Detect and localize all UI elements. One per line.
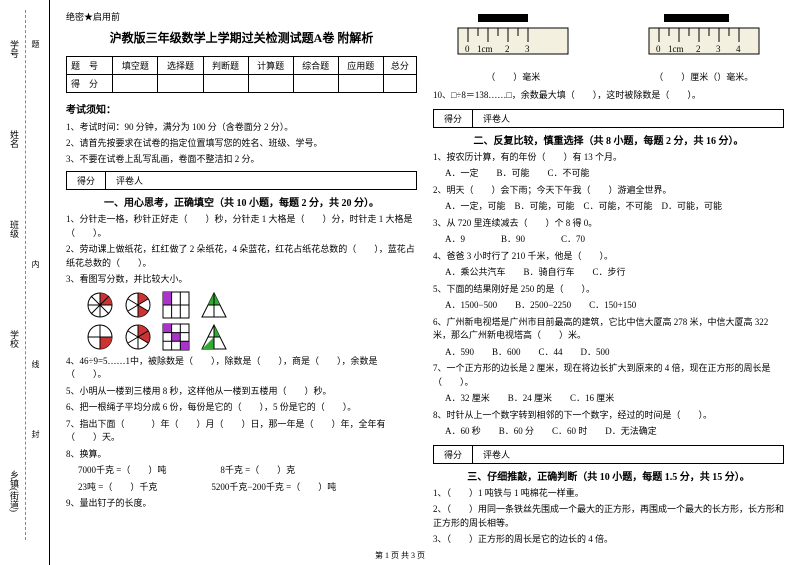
- notice-line: 2、请首先按要求在试卷的指定位置填写您的姓名、班级、学号。: [66, 136, 417, 149]
- question: 8、换算。: [66, 448, 417, 462]
- pie-icon: [124, 323, 152, 351]
- gutter-label: 姓名: [8, 130, 21, 148]
- section-1-title: 一、用心思考，正确填空（共 10 小题，每题 2 分，共 20 分）。: [66, 194, 417, 209]
- secrecy-note: 绝密★启用前: [66, 10, 417, 23]
- gutter-label: 学校: [8, 330, 21, 348]
- options: A．590 B．600 C．44 D．500: [433, 346, 784, 360]
- question: 6、广州新电视塔是广州市目前最高的建筑，它比中信大厦高 278 米，中信大厦高 …: [433, 316, 784, 343]
- options: A．一定 B．可能 C．不可能: [433, 167, 784, 181]
- question: 5、小明从一楼到三楼用 8 秒，这样他从一楼到五楼用（ ）秒。: [66, 385, 417, 399]
- page-footer: 第 1 页 共 3 页: [0, 550, 800, 561]
- question: 2、（ ）用同一条铁丝先围成一个最大的正方形，再围成一个最大的长方形，长方形和正…: [433, 503, 784, 530]
- ruler-caption: （ ）厘米（）毫米。: [644, 70, 764, 83]
- score-table: 题 号 填空题 选择题 判断题 计算题 综合题 应用题 总分 得 分: [66, 56, 417, 93]
- pie-icon: [86, 323, 114, 351]
- options: A．32 厘米 B．24 厘米 C．16 厘米: [433, 392, 784, 406]
- options: A．1500−500 B．2500−2250 C．150+150: [433, 299, 784, 313]
- triangle-icon: [200, 323, 228, 351]
- question: 4、爸爸 3 小时行了 210 千米，他是（ ）。: [433, 250, 784, 264]
- ruler-icon: 0 1cm 2 3: [453, 10, 573, 65]
- grid-icon: [162, 323, 190, 351]
- question: 10、□÷8＝138……□，余数最大填（ ），这时被除数是（ ）。: [433, 89, 784, 103]
- options: A．9 B．90 C．70: [433, 233, 784, 247]
- svg-text:3: 3: [525, 44, 530, 54]
- question: 6、把一根绳子平均分成 6 份，每份是它的（ ），5 份是它的（ ）。: [66, 401, 417, 415]
- svg-text:0: 0: [465, 44, 470, 54]
- ruler-icon: 0 1cm 2 3 4: [644, 10, 764, 65]
- pie-icon: [124, 291, 152, 319]
- ruler-caption: （ ）毫米: [453, 70, 573, 83]
- gutter-label: 学号: [8, 40, 21, 58]
- table-row: 题 号 填空题 选择题 判断题 计算题 综合题 应用题 总分: [67, 57, 417, 75]
- question: 1、按农历计算，有的年份（ ）有 13 个月。: [433, 151, 784, 165]
- question: 3、从 720 里连续减去（ ）个 8 得 0。: [433, 217, 784, 231]
- question-sub: 7000千克 =（ ）吨 8千克 =（ ）克: [66, 464, 417, 478]
- exam-title: 沪教版三年级数学上学期过关检测试题A卷 附解析: [66, 29, 417, 46]
- pie-icon: [86, 291, 114, 319]
- cut-label: 封: [30, 430, 41, 438]
- options: A．乘公共汽车 B．骑自行车 C．步行: [433, 266, 784, 280]
- svg-text:2: 2: [696, 44, 701, 54]
- svg-text:2: 2: [505, 44, 510, 54]
- grade-box: 得分 评卷人: [433, 109, 784, 128]
- grid-icon: [162, 291, 190, 319]
- svg-text:1cm: 1cm: [668, 44, 684, 54]
- grade-box: 得分 评卷人: [66, 171, 417, 190]
- question: 3、看图写分数，并比较大小。: [66, 273, 417, 287]
- grade-reviewer: 评卷人: [472, 109, 784, 128]
- question: 7、一个正方形的边长是 2 厘米，现在将边长扩大到原来的 4 倍，现在正方形的周…: [433, 362, 784, 389]
- question: 2、劳动课上做纸花，红红做了 2 朵纸花，4 朵蓝花，红花占纸花总数的（ ），蓝…: [66, 243, 417, 270]
- svg-text:1cm: 1cm: [477, 44, 493, 54]
- gutter-label: 班级: [8, 220, 21, 238]
- question-sub: 23吨 =（ ）千克 5200千克−200千克 =（ ）吨: [66, 481, 417, 495]
- page: 学号 姓名 班级 学校 乡镇(街道) 题 内 线 封 绝密★启用前 沪教版三年级…: [0, 0, 800, 565]
- question: 5、下面的结果刚好是 250 的是（ ）。: [433, 283, 784, 297]
- notice-line: 3、不要在试卷上乱写乱画，卷面不整洁扣 2 分。: [66, 152, 417, 165]
- grade-score: 得分: [66, 171, 105, 190]
- question: 4、46÷9=5……1中，被除数是（ ），除数是（ ），商是（ ），余数是（ ）…: [66, 355, 417, 382]
- question: 1、（ ）1 吨铁与 1 吨棉花一样重。: [433, 487, 784, 501]
- options: A．60 秒 B．60 分 C．60 时 D．无法确定: [433, 425, 784, 439]
- table-row: 得 分: [67, 75, 417, 93]
- grade-box: 得分 评卷人: [433, 445, 784, 464]
- svg-text:3: 3: [716, 44, 721, 54]
- question: 1、分针走一格，秒针正好走（ ）秒，分针走 1 大格是（ ）分，时针走 1 大格…: [66, 213, 417, 240]
- cut-line: [25, 10, 26, 540]
- grade-reviewer: 评卷人: [472, 445, 784, 464]
- cut-label: 线: [30, 360, 41, 368]
- cut-label: 内: [30, 260, 41, 268]
- question: 9、量出钉子的长度。: [66, 497, 417, 511]
- notice-head: 考试须知：: [66, 101, 417, 116]
- svg-text:4: 4: [736, 44, 741, 54]
- content-area: 绝密★启用前 沪教版三年级数学上学期过关检测试题A卷 附解析 题 号 填空题 选…: [50, 0, 800, 565]
- question: 8、时针从上一个数字转到相邻的下一个数字，经过的时间是（ ）。: [433, 409, 784, 423]
- svg-text:0: 0: [656, 44, 661, 54]
- options: A．一定，可能 B．可能，可能 C．可能，不可能 D．可能，可能: [433, 200, 784, 214]
- question: 2、明天（ ）会下雨；今天下午我（ ）游遍全世界。: [433, 184, 784, 198]
- left-column: 绝密★启用前 沪教版三年级数学上学期过关检测试题A卷 附解析 题 号 填空题 选…: [58, 10, 425, 565]
- fraction-shapes: [86, 291, 417, 351]
- triangle-icon: [200, 291, 228, 319]
- cut-label: 题: [30, 40, 41, 48]
- grade-score: 得分: [433, 445, 472, 464]
- binding-gutter: 学号 姓名 班级 学校 乡镇(街道) 题 内 线 封: [0, 0, 50, 565]
- question: 7、指出下面（ ）年（ ）月（ ）日，那一年是（ ）年，全年有（ ）天。: [66, 418, 417, 445]
- section-2-title: 二、反复比较，慎重选择（共 8 小题，每题 2 分，共 16 分）。: [433, 132, 784, 147]
- gutter-label: 乡镇(街道): [8, 470, 21, 512]
- section-3-title: 三、仔细推敲，正确判断（共 10 小题，每题 1.5 分，共 15 分）。: [433, 468, 784, 483]
- grade-reviewer: 评卷人: [105, 171, 417, 190]
- grade-score: 得分: [433, 109, 472, 128]
- ruler-row: 0 1cm 2 3 （ ）毫米: [433, 10, 784, 83]
- question: 3、（ ）正方形的周长是它的边长的 4 倍。: [433, 533, 784, 547]
- right-column: 0 1cm 2 3 （ ）毫米: [425, 10, 792, 565]
- notice-line: 1、考试时间：90 分钟，满分为 100 分（含卷面分 2 分）。: [66, 120, 417, 133]
